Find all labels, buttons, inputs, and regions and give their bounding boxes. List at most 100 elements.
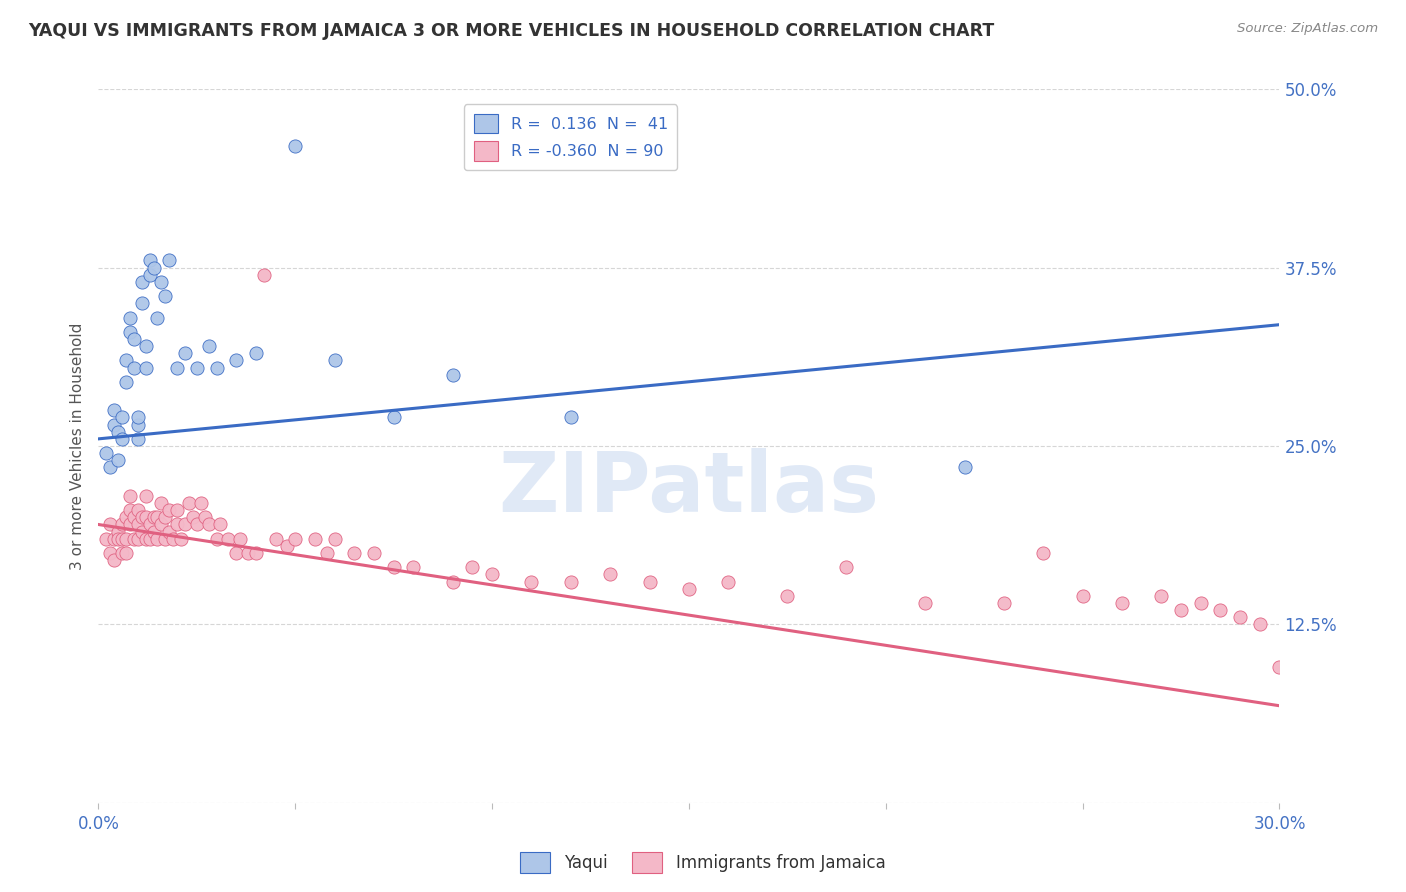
- Point: [96, 532, 118, 546]
- Point: [138, 268, 160, 282]
- Legend: R =  0.136  N =  41, R = -0.360  N = 90: R = 0.136 N = 41, R = -0.360 N = 90: [464, 104, 678, 170]
- Point: [142, 510, 165, 524]
- Point: [382, 560, 405, 574]
- Point: [103, 403, 125, 417]
- Point: [107, 532, 129, 546]
- Point: [1209, 603, 1232, 617]
- Point: [135, 510, 157, 524]
- Point: [166, 503, 188, 517]
- Point: [111, 410, 134, 425]
- Point: [150, 275, 173, 289]
- Point: [122, 360, 145, 375]
- Point: [155, 289, 177, 303]
- Point: [1268, 660, 1291, 674]
- Point: [217, 532, 239, 546]
- Point: [520, 574, 543, 589]
- Point: [209, 517, 232, 532]
- Point: [1189, 596, 1212, 610]
- Point: [323, 532, 346, 546]
- Point: [776, 589, 799, 603]
- Point: [122, 332, 145, 346]
- Point: [122, 532, 145, 546]
- Point: [103, 553, 125, 567]
- Point: [155, 532, 177, 546]
- Point: [717, 574, 740, 589]
- Point: [150, 496, 173, 510]
- Point: [115, 375, 138, 389]
- Point: [197, 517, 219, 532]
- Point: [115, 532, 138, 546]
- Point: [177, 496, 200, 510]
- Point: [225, 546, 247, 560]
- Point: [205, 360, 228, 375]
- Point: [111, 432, 134, 446]
- Point: [166, 517, 188, 532]
- Point: [197, 339, 219, 353]
- Point: [1229, 610, 1251, 624]
- Point: [323, 353, 346, 368]
- Point: [174, 517, 197, 532]
- Point: [1111, 596, 1133, 610]
- Point: [264, 532, 287, 546]
- Point: [914, 596, 936, 610]
- Point: [107, 524, 129, 539]
- Text: ZIPatlas: ZIPatlas: [499, 449, 879, 529]
- Point: [190, 496, 212, 510]
- Point: [127, 532, 149, 546]
- Point: [135, 360, 157, 375]
- Point: [146, 532, 169, 546]
- Point: [111, 546, 134, 560]
- Point: [993, 596, 1015, 610]
- Point: [170, 532, 193, 546]
- Point: [205, 532, 228, 546]
- Text: Source: ZipAtlas.com: Source: ZipAtlas.com: [1237, 22, 1378, 36]
- Point: [253, 268, 276, 282]
- Point: [186, 517, 208, 532]
- Point: [127, 417, 149, 432]
- Point: [229, 532, 252, 546]
- Point: [98, 460, 121, 475]
- Point: [560, 574, 582, 589]
- Point: [225, 353, 247, 368]
- Point: [1170, 603, 1192, 617]
- Point: [166, 360, 188, 375]
- Point: [138, 517, 160, 532]
- Point: [363, 546, 385, 560]
- Point: [115, 353, 138, 368]
- Point: [181, 510, 204, 524]
- Point: [1150, 589, 1173, 603]
- Point: [138, 532, 160, 546]
- Point: [186, 360, 208, 375]
- Point: [1249, 617, 1271, 632]
- Point: [135, 532, 157, 546]
- Point: [157, 503, 180, 517]
- Point: [127, 517, 149, 532]
- Point: [245, 546, 267, 560]
- Point: [441, 574, 464, 589]
- Point: [103, 532, 125, 546]
- Text: YAQUI VS IMMIGRANTS FROM JAMAICA 3 OR MORE VEHICLES IN HOUSEHOLD CORRELATION CHA: YAQUI VS IMMIGRANTS FROM JAMAICA 3 OR MO…: [28, 22, 994, 40]
- Point: [131, 275, 153, 289]
- Point: [315, 546, 337, 560]
- Point: [150, 517, 173, 532]
- Point: [111, 517, 134, 532]
- Point: [135, 489, 157, 503]
- Point: [194, 510, 217, 524]
- Point: [103, 417, 125, 432]
- Point: [155, 510, 177, 524]
- Point: [111, 532, 134, 546]
- Point: [304, 532, 326, 546]
- Point: [402, 560, 425, 574]
- Point: [131, 296, 153, 310]
- Point: [107, 453, 129, 467]
- Point: [638, 574, 661, 589]
- Point: [122, 510, 145, 524]
- Point: [284, 139, 307, 153]
- Point: [118, 503, 141, 517]
- Point: [481, 567, 503, 582]
- Point: [127, 503, 149, 517]
- Point: [441, 368, 464, 382]
- Point: [135, 339, 157, 353]
- Point: [835, 560, 858, 574]
- Point: [560, 410, 582, 425]
